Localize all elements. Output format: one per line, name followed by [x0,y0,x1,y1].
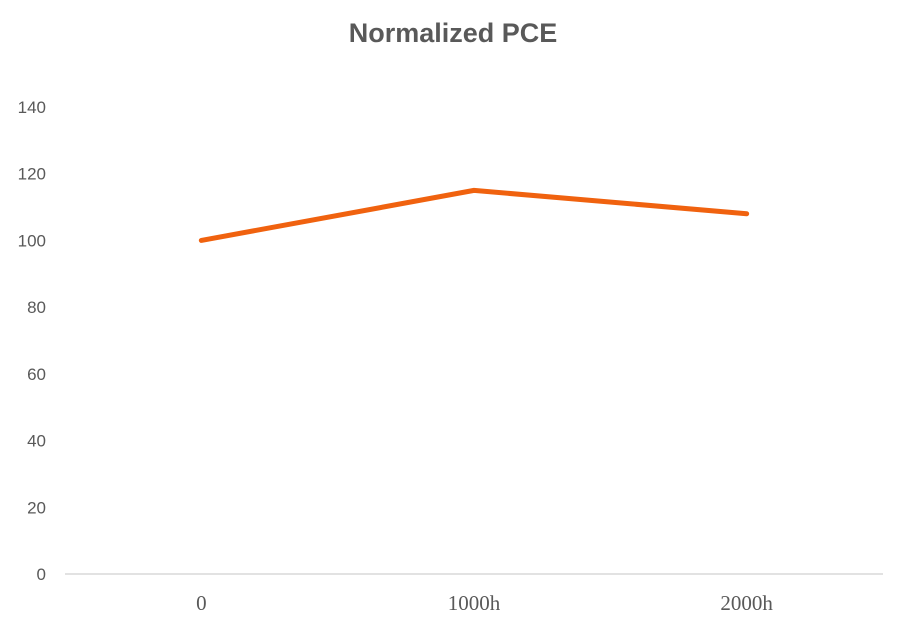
x-tick-label: 1000h [448,591,501,615]
y-axis-tick-labels: 0 20 40 60 80 100 120 140 [18,98,46,584]
x-axis-tick-labels: 0 1000h 2000h [196,591,773,615]
y-tick-label: 60 [27,365,46,384]
chart-title: Normalized PCE [349,18,558,48]
y-tick-label: 0 [37,565,46,584]
y-tick-label: 40 [27,432,46,451]
y-tick-label: 20 [27,498,46,517]
y-tick-label: 100 [18,231,46,250]
y-tick-label: 140 [18,98,46,117]
y-tick-label: 80 [27,298,46,317]
series-group [198,187,750,243]
y-tick-label: 120 [18,165,46,184]
series-line [198,187,750,243]
x-tick-label: 2000h [720,591,773,615]
x-tick-label: 0 [196,591,207,615]
